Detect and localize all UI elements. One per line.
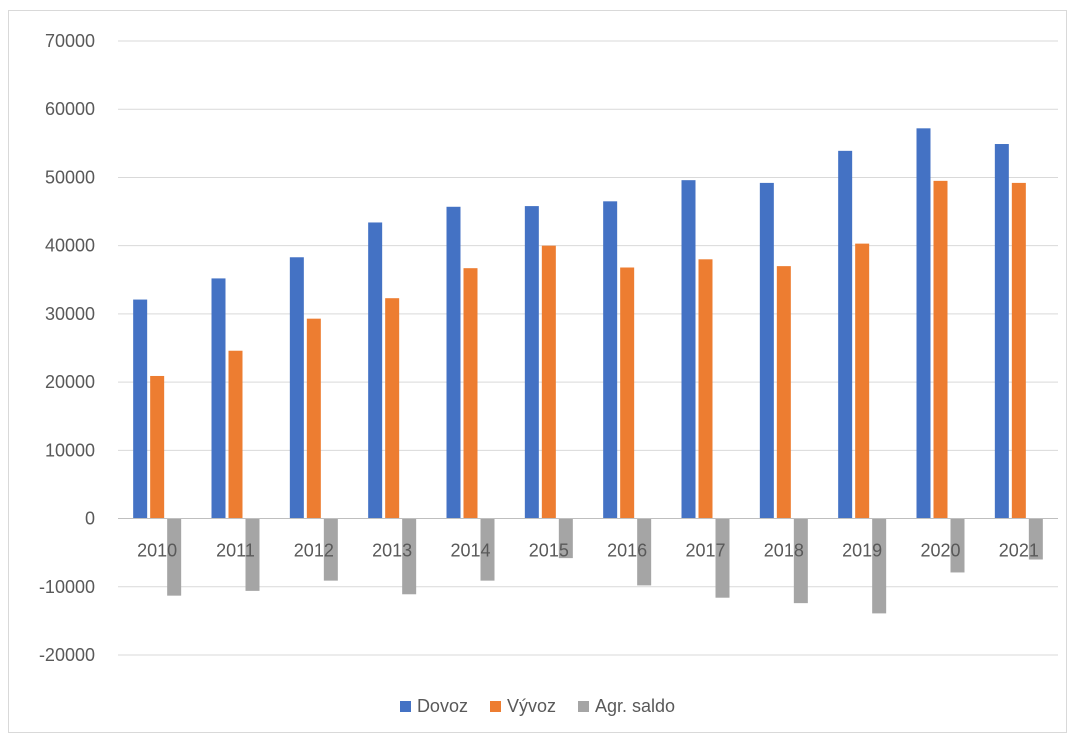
bar-v-voz-2019 (855, 243, 870, 519)
bar-agr-saldo-2020 (950, 518, 965, 573)
bar-v-voz-2015 (541, 245, 556, 519)
y-tick-label: -10000 (39, 577, 95, 597)
bar-v-voz-2010 (150, 375, 165, 519)
legend-label: Agr. saldo (595, 696, 676, 716)
bar-agr-saldo-2017 (715, 518, 730, 598)
bar-dovoz-2019 (838, 150, 853, 519)
category-label: 2015 (529, 541, 569, 561)
y-axis-tick-labels: 70000 60000 50000 40000 30000 20000 10000 0 -100… (39, 31, 95, 665)
legend-swatch (578, 701, 589, 712)
bar-agr-saldo-2012 (323, 518, 338, 581)
category-label: 2017 (685, 541, 725, 561)
bar-dovoz-2011 (211, 278, 226, 519)
legend-swatch (399, 701, 411, 712)
bar-dovoz-2020 (916, 128, 931, 519)
category-label: 2019 (842, 541, 882, 561)
y-tick-label: 60000 (45, 99, 95, 119)
bar-v-voz-2013 (385, 298, 400, 519)
bar-v-voz-2020 (933, 180, 948, 519)
category-label: 2014 (450, 541, 490, 561)
bar-v-voz-2012 (306, 318, 321, 519)
bar-agr-saldo-2011 (245, 518, 260, 591)
bar-dovoz-2021 (994, 144, 1009, 519)
bar-agr-saldo-2014 (480, 518, 495, 581)
bar-dovoz-2018 (759, 182, 774, 519)
y-tick-label: -20000 (39, 645, 95, 665)
bar-v-voz-2021 (1011, 182, 1026, 519)
legend-swatch (489, 701, 501, 712)
legend-item: Dovoz (399, 696, 468, 717)
y-tick-label: 40000 (45, 236, 95, 256)
y-tick-label: 10000 (45, 440, 95, 460)
bar-v-voz-2011 (228, 350, 243, 519)
category-label: 2020 (920, 541, 960, 561)
legend-label: Dovoz (416, 696, 468, 716)
bar-v-voz-2017 (698, 259, 713, 519)
bar-dovoz-2017 (681, 180, 696, 519)
bar-dovoz-2010 (133, 299, 148, 519)
bar-dovoz-2015 (524, 206, 539, 519)
legend-item: Agr. saldo (578, 696, 675, 717)
legend-label: Vývoz (506, 696, 556, 716)
bar-agr-saldo-2015 (558, 518, 573, 559)
bar-dovoz-2012 (289, 257, 304, 519)
bar-dovoz-2013 (368, 222, 383, 519)
bar-v-voz-2014 (463, 268, 478, 519)
bar-dovoz-2016 (603, 201, 618, 519)
category-label: 2021 (999, 541, 1039, 561)
bars (133, 128, 1043, 614)
y-tick-label: 50000 (45, 167, 95, 187)
y-tick-label: 20000 (45, 372, 95, 392)
category-label: 2010 (137, 541, 177, 561)
legend-item: Vývoz (489, 696, 556, 717)
category-labels: 2010 2011 2012 2013 2014 2015 2016 2017 2018 2019… (137, 541, 1039, 561)
bar-agr-saldo-2019 (872, 518, 887, 614)
bar-dovoz-2014 (446, 206, 461, 519)
bar-agr-saldo-2010 (167, 518, 182, 596)
category-label: 2016 (607, 541, 647, 561)
bar-agr-saldo-2021 (1028, 518, 1043, 560)
bar-v-voz-2016 (620, 267, 635, 519)
category-label: 2018 (764, 541, 804, 561)
legend: Dovoz Vývoz Agr. saldo (0, 696, 1075, 717)
bar-agr-saldo-2013 (402, 518, 417, 595)
category-label: 2013 (372, 541, 412, 561)
bar-agr-saldo-2018 (793, 518, 808, 604)
gridlines (118, 40, 1058, 656)
y-tick-label: 70000 (45, 31, 95, 51)
bar-agr-saldo-2016 (637, 518, 652, 586)
y-tick-label: 30000 (45, 304, 95, 324)
category-label: 2011 (216, 541, 255, 561)
bar-v-voz-2018 (776, 266, 791, 519)
y-tick-label: 0 (85, 509, 95, 529)
category-label: 2012 (294, 541, 334, 561)
